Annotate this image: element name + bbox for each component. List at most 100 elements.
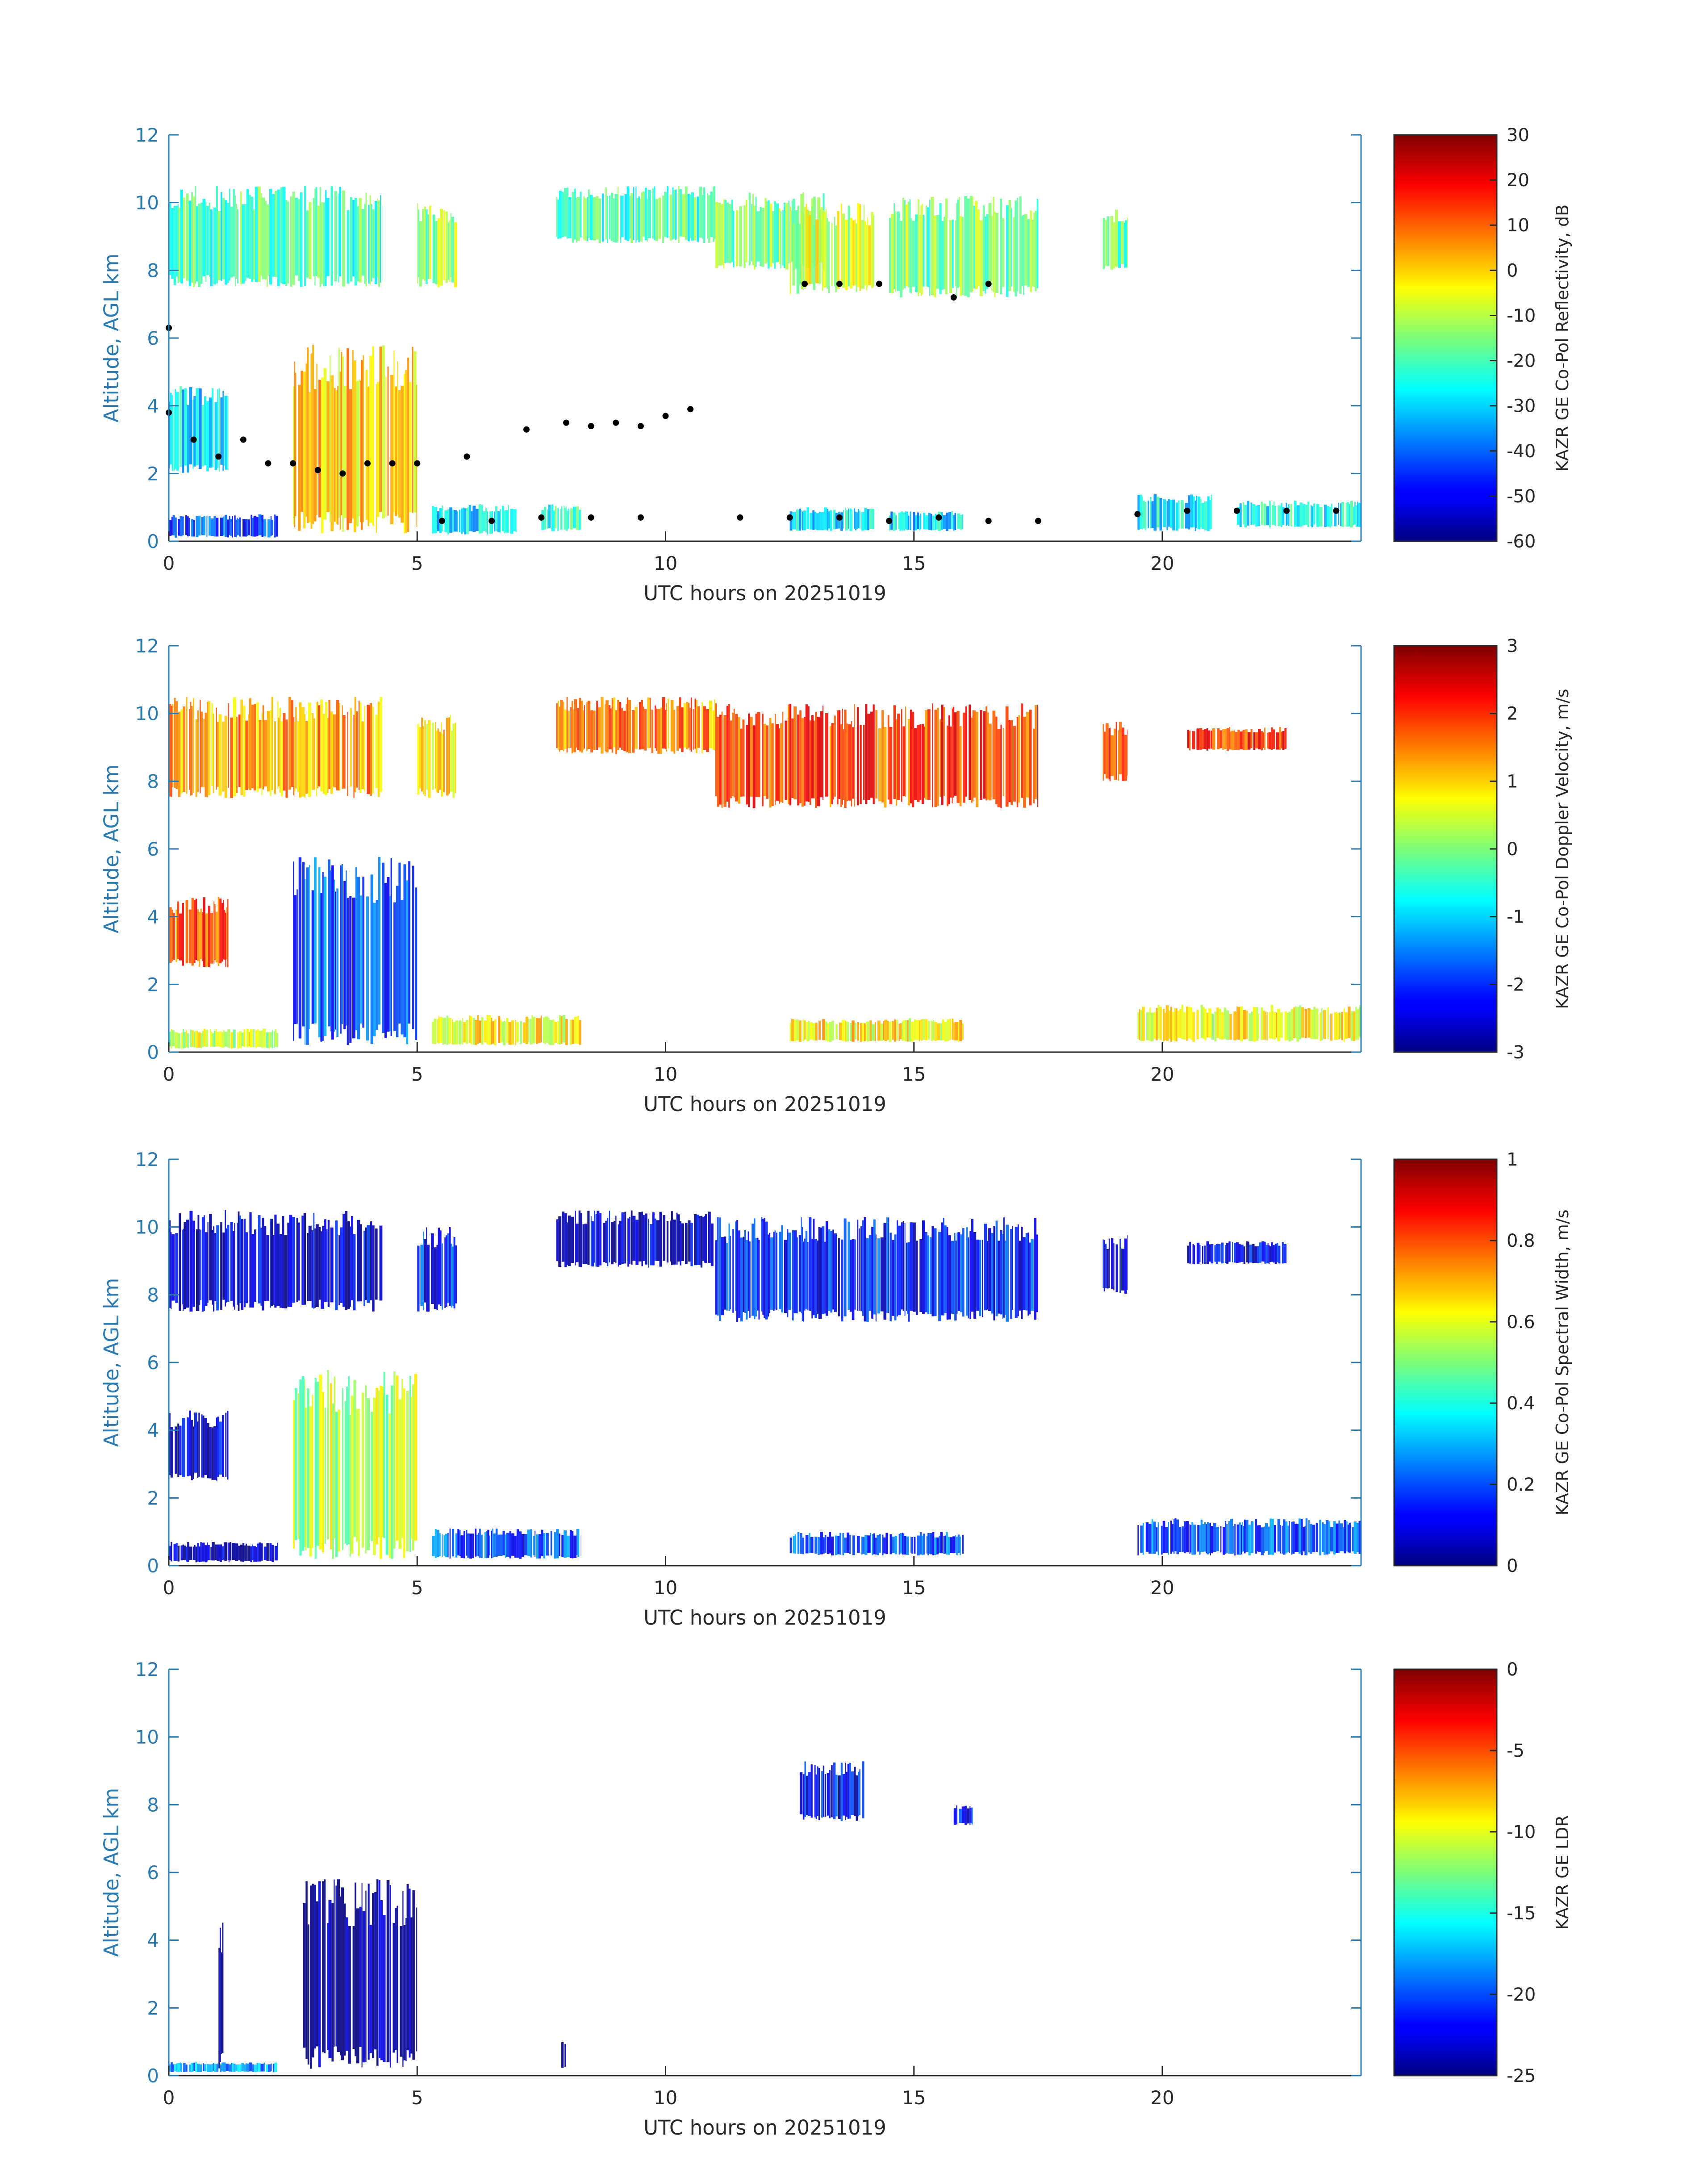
data-streak (314, 1228, 316, 1308)
data-streak (744, 1229, 746, 1313)
data-streak (835, 1775, 838, 1817)
data-streak (367, 386, 369, 526)
data-streak (655, 705, 656, 748)
data-streak (213, 713, 214, 794)
data-streak (192, 1426, 194, 1479)
data-streak (432, 506, 434, 534)
colorbar-tick-label: 0.8 (1507, 1231, 1535, 1251)
data-streak (196, 2064, 200, 2073)
data-streak (349, 389, 352, 523)
data-streak (209, 516, 211, 536)
data-streak (1226, 1010, 1229, 1040)
cloud-base-point (563, 419, 569, 426)
data-streak (1115, 209, 1118, 267)
data-streak (1102, 724, 1104, 781)
data-streak (393, 1922, 395, 2053)
data-streak (746, 725, 748, 805)
data-streak (677, 1214, 680, 1262)
y-axis-label: Altitude, AGL km (100, 1278, 123, 1447)
data-streak (568, 196, 572, 238)
data-streak (236, 716, 238, 794)
data-streak (232, 2063, 234, 2072)
data-streak (557, 701, 559, 750)
data-streak (177, 1423, 180, 1477)
data-streak (203, 719, 205, 787)
colorbar-tick-label: 0 (1507, 1659, 1518, 1680)
data-streak (475, 1020, 477, 1045)
data-streak (548, 505, 551, 528)
data-streak (1019, 1241, 1021, 1311)
data-streak (1273, 729, 1275, 749)
data-region (1102, 722, 1128, 781)
data-streak (748, 1231, 749, 1311)
data-streak (501, 1534, 503, 1556)
data-streak (1276, 732, 1279, 750)
data-streak (445, 211, 448, 283)
data-streak (659, 1212, 662, 1267)
colorbar-tick-label: 0.2 (1507, 1475, 1535, 1495)
data-streak (1162, 1521, 1165, 1553)
data-streak (363, 706, 365, 792)
data-streak (1123, 222, 1125, 268)
data-streak (1206, 1012, 1209, 1038)
data-streak (844, 710, 847, 808)
data-streak (434, 1529, 437, 1558)
data-streak (555, 506, 557, 528)
data-streak (1243, 502, 1244, 525)
data-streak (588, 189, 590, 238)
data-streak (965, 1805, 967, 1825)
data-streak (986, 214, 989, 289)
data-streak (1315, 1008, 1319, 1039)
data-streak (373, 1398, 376, 1555)
data-streak (210, 209, 213, 286)
data-streak (246, 1028, 249, 1048)
data-streak (982, 205, 985, 292)
data-streak (298, 1222, 300, 1301)
data-streak (274, 1546, 277, 1561)
data-streak (697, 1214, 700, 1265)
data-streak (426, 1227, 427, 1312)
data-streak (638, 1212, 642, 1262)
data-streak (1185, 503, 1188, 529)
x-tick-label: 20 (1150, 1577, 1174, 1599)
data-streak (1153, 1521, 1156, 1554)
data-streak (172, 704, 174, 787)
data-streak (438, 1228, 440, 1305)
data-streak (676, 1212, 678, 1265)
data-streak (941, 221, 944, 290)
cloud-base-point (637, 423, 644, 430)
data-streak (267, 711, 270, 792)
data-streak (619, 702, 622, 748)
data-streak (424, 206, 426, 281)
cloud-base-point (1333, 507, 1340, 514)
data-streak (789, 1022, 792, 1041)
data-streak (850, 217, 853, 289)
data-streak (275, 1029, 277, 1047)
data-streak (271, 1545, 274, 1563)
data-streak (792, 1230, 794, 1320)
data-streak (831, 223, 833, 286)
data-streak (1000, 724, 1002, 808)
data-streak (171, 208, 174, 279)
data-streak (169, 704, 171, 797)
data-streak (225, 200, 227, 285)
data-streak (891, 1240, 894, 1316)
data-streak (886, 1217, 889, 1313)
data-streak (502, 1531, 505, 1556)
data-streak (610, 1222, 614, 1265)
data-streak (772, 211, 774, 263)
data-streak (1113, 1243, 1115, 1291)
data-streak (215, 911, 218, 963)
data-streak (213, 1426, 216, 1480)
data-streak (306, 867, 309, 1045)
data-streak (219, 1927, 221, 2062)
data-streak (583, 710, 584, 750)
data-streak (227, 1029, 230, 1048)
data-streak (245, 720, 248, 790)
data-streak (560, 1015, 563, 1044)
data-streak (177, 204, 179, 283)
data-streak (955, 1021, 958, 1040)
data-streak (1002, 1234, 1003, 1319)
data-streak (499, 509, 501, 533)
data-streak (233, 1231, 234, 1307)
